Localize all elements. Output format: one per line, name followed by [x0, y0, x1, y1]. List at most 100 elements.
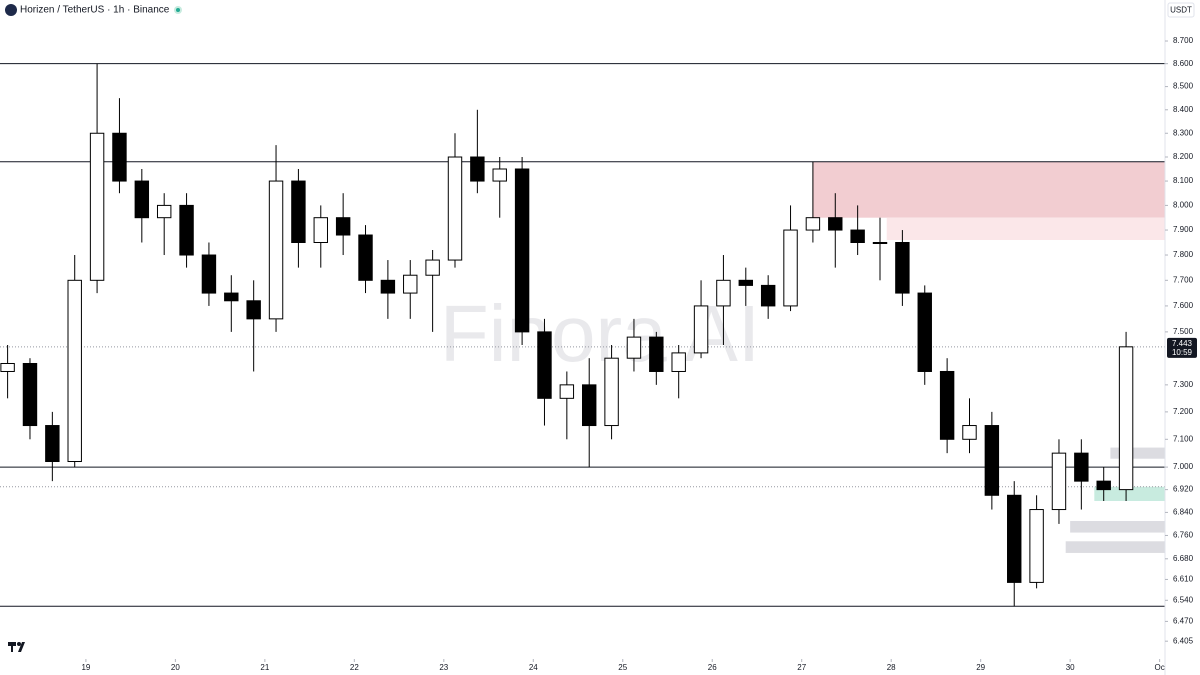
candle-body [738, 279, 754, 286]
zone [1065, 541, 1165, 553]
y-tick-label: 6.405 [1173, 636, 1194, 645]
tv-logo [8, 642, 25, 652]
candle-body [1029, 509, 1044, 583]
x-tick-label: 29 [976, 663, 985, 672]
candle-body [134, 180, 150, 219]
candle-body [917, 292, 932, 372]
y-tick-label: 7.000 [1173, 462, 1194, 471]
candle-body [604, 357, 619, 427]
candle-body [828, 217, 843, 231]
candle-body [268, 180, 284, 320]
zone [886, 217, 1165, 241]
candle-body [1007, 494, 1022, 583]
y-tick-label: 6.840 [1173, 508, 1194, 517]
candle-body [559, 384, 575, 399]
y-tick-label: 7.600 [1173, 301, 1194, 310]
candle-body [89, 132, 105, 281]
candle-body [537, 331, 552, 399]
candle-body [380, 279, 396, 294]
candle-body [67, 279, 82, 463]
candle-body [1096, 480, 1111, 491]
candle-body [962, 425, 977, 440]
candle-body [112, 132, 127, 182]
candle-body [895, 241, 910, 294]
tv-logo-dot [17, 642, 21, 646]
y-tick-label: 6.760 [1173, 531, 1194, 540]
candle-body [447, 156, 463, 261]
y-tick-label: 6.470 [1173, 617, 1194, 626]
candle-body [649, 336, 664, 372]
candle-body [224, 292, 239, 302]
candle-body [291, 180, 306, 243]
y-tick-label: 6.540 [1173, 595, 1194, 604]
currency-box[interactable] [1167, 2, 1195, 18]
x-tick-label: 20 [171, 663, 180, 672]
y-tick-label: 8.200 [1173, 152, 1194, 161]
x-tick-label: 27 [797, 663, 806, 672]
candle-body [805, 217, 821, 231]
x-tick-label: 22 [350, 663, 359, 672]
y-tick-label: 8.000 [1173, 201, 1194, 210]
candle-body [582, 384, 597, 427]
candle-body [716, 279, 731, 307]
y-tick-label: 8.400 [1173, 105, 1194, 114]
candle-body [671, 352, 686, 372]
candle-body [0, 362, 15, 372]
symbol-logo [5, 4, 17, 16]
y-tick-label: 7.800 [1173, 250, 1194, 259]
x-tick-label: 28 [887, 663, 896, 672]
candle-body [492, 168, 507, 182]
zone [812, 161, 1165, 218]
plot [0, 63, 1165, 607]
candle-body [872, 241, 888, 244]
y-tick-label: 7.100 [1173, 434, 1194, 443]
x-tick-label: 21 [260, 663, 269, 672]
x-tick-label: 25 [618, 663, 627, 672]
x-tick-label: 24 [529, 663, 538, 672]
y-tick-label: 7.300 [1173, 380, 1194, 389]
candle-body [313, 217, 328, 243]
candle-body [760, 284, 776, 307]
candle-body [626, 336, 642, 359]
y-tick-label: 8.700 [1173, 36, 1194, 45]
y-tick-label: 7.500 [1173, 327, 1194, 336]
tv-logo-mark [8, 642, 25, 652]
y-tick-label: 6.680 [1173, 554, 1194, 563]
zone [1070, 521, 1165, 533]
x-tick-label: 26 [708, 663, 717, 672]
candle-body [1074, 452, 1089, 482]
candle-body [45, 425, 60, 463]
watermark: Finora AI [440, 289, 760, 378]
candle-body [22, 362, 38, 427]
symbol-title: Horizen / TetherUS · 1h · Binance [20, 5, 170, 16]
candle-body [693, 305, 709, 354]
candle-body [403, 274, 418, 294]
y-tick-label: 7.700 [1173, 275, 1194, 284]
y-tick-label: 6.920 [1173, 485, 1194, 494]
y-tick-label: 8.300 [1173, 128, 1194, 137]
y-tick-label: 8.100 [1173, 176, 1194, 185]
x-tick-label: 19 [81, 663, 90, 672]
candle-body [156, 204, 172, 219]
candle-body [783, 229, 798, 307]
y-tick-label: 6.610 [1173, 575, 1194, 584]
candle-body [939, 370, 955, 440]
countdown-label: 10:59 [1172, 348, 1193, 357]
x-tick-label: 23 [439, 663, 448, 672]
last-price-label: 7.443 [1172, 339, 1193, 348]
candle-body [425, 259, 440, 276]
candle-body [470, 156, 485, 182]
candle-body [335, 217, 351, 236]
currency[interactable]: USDT [1170, 6, 1192, 15]
status-dot-core [176, 8, 180, 12]
x-tick-label: Oc [1155, 663, 1165, 672]
candle-body [984, 425, 1000, 496]
candle-body [358, 234, 373, 281]
y-tick-label: 7.200 [1173, 407, 1194, 416]
zone [1110, 447, 1165, 459]
candle-body [1051, 452, 1067, 511]
candle-body [179, 204, 194, 256]
y-tick-label: 8.500 [1173, 82, 1194, 91]
